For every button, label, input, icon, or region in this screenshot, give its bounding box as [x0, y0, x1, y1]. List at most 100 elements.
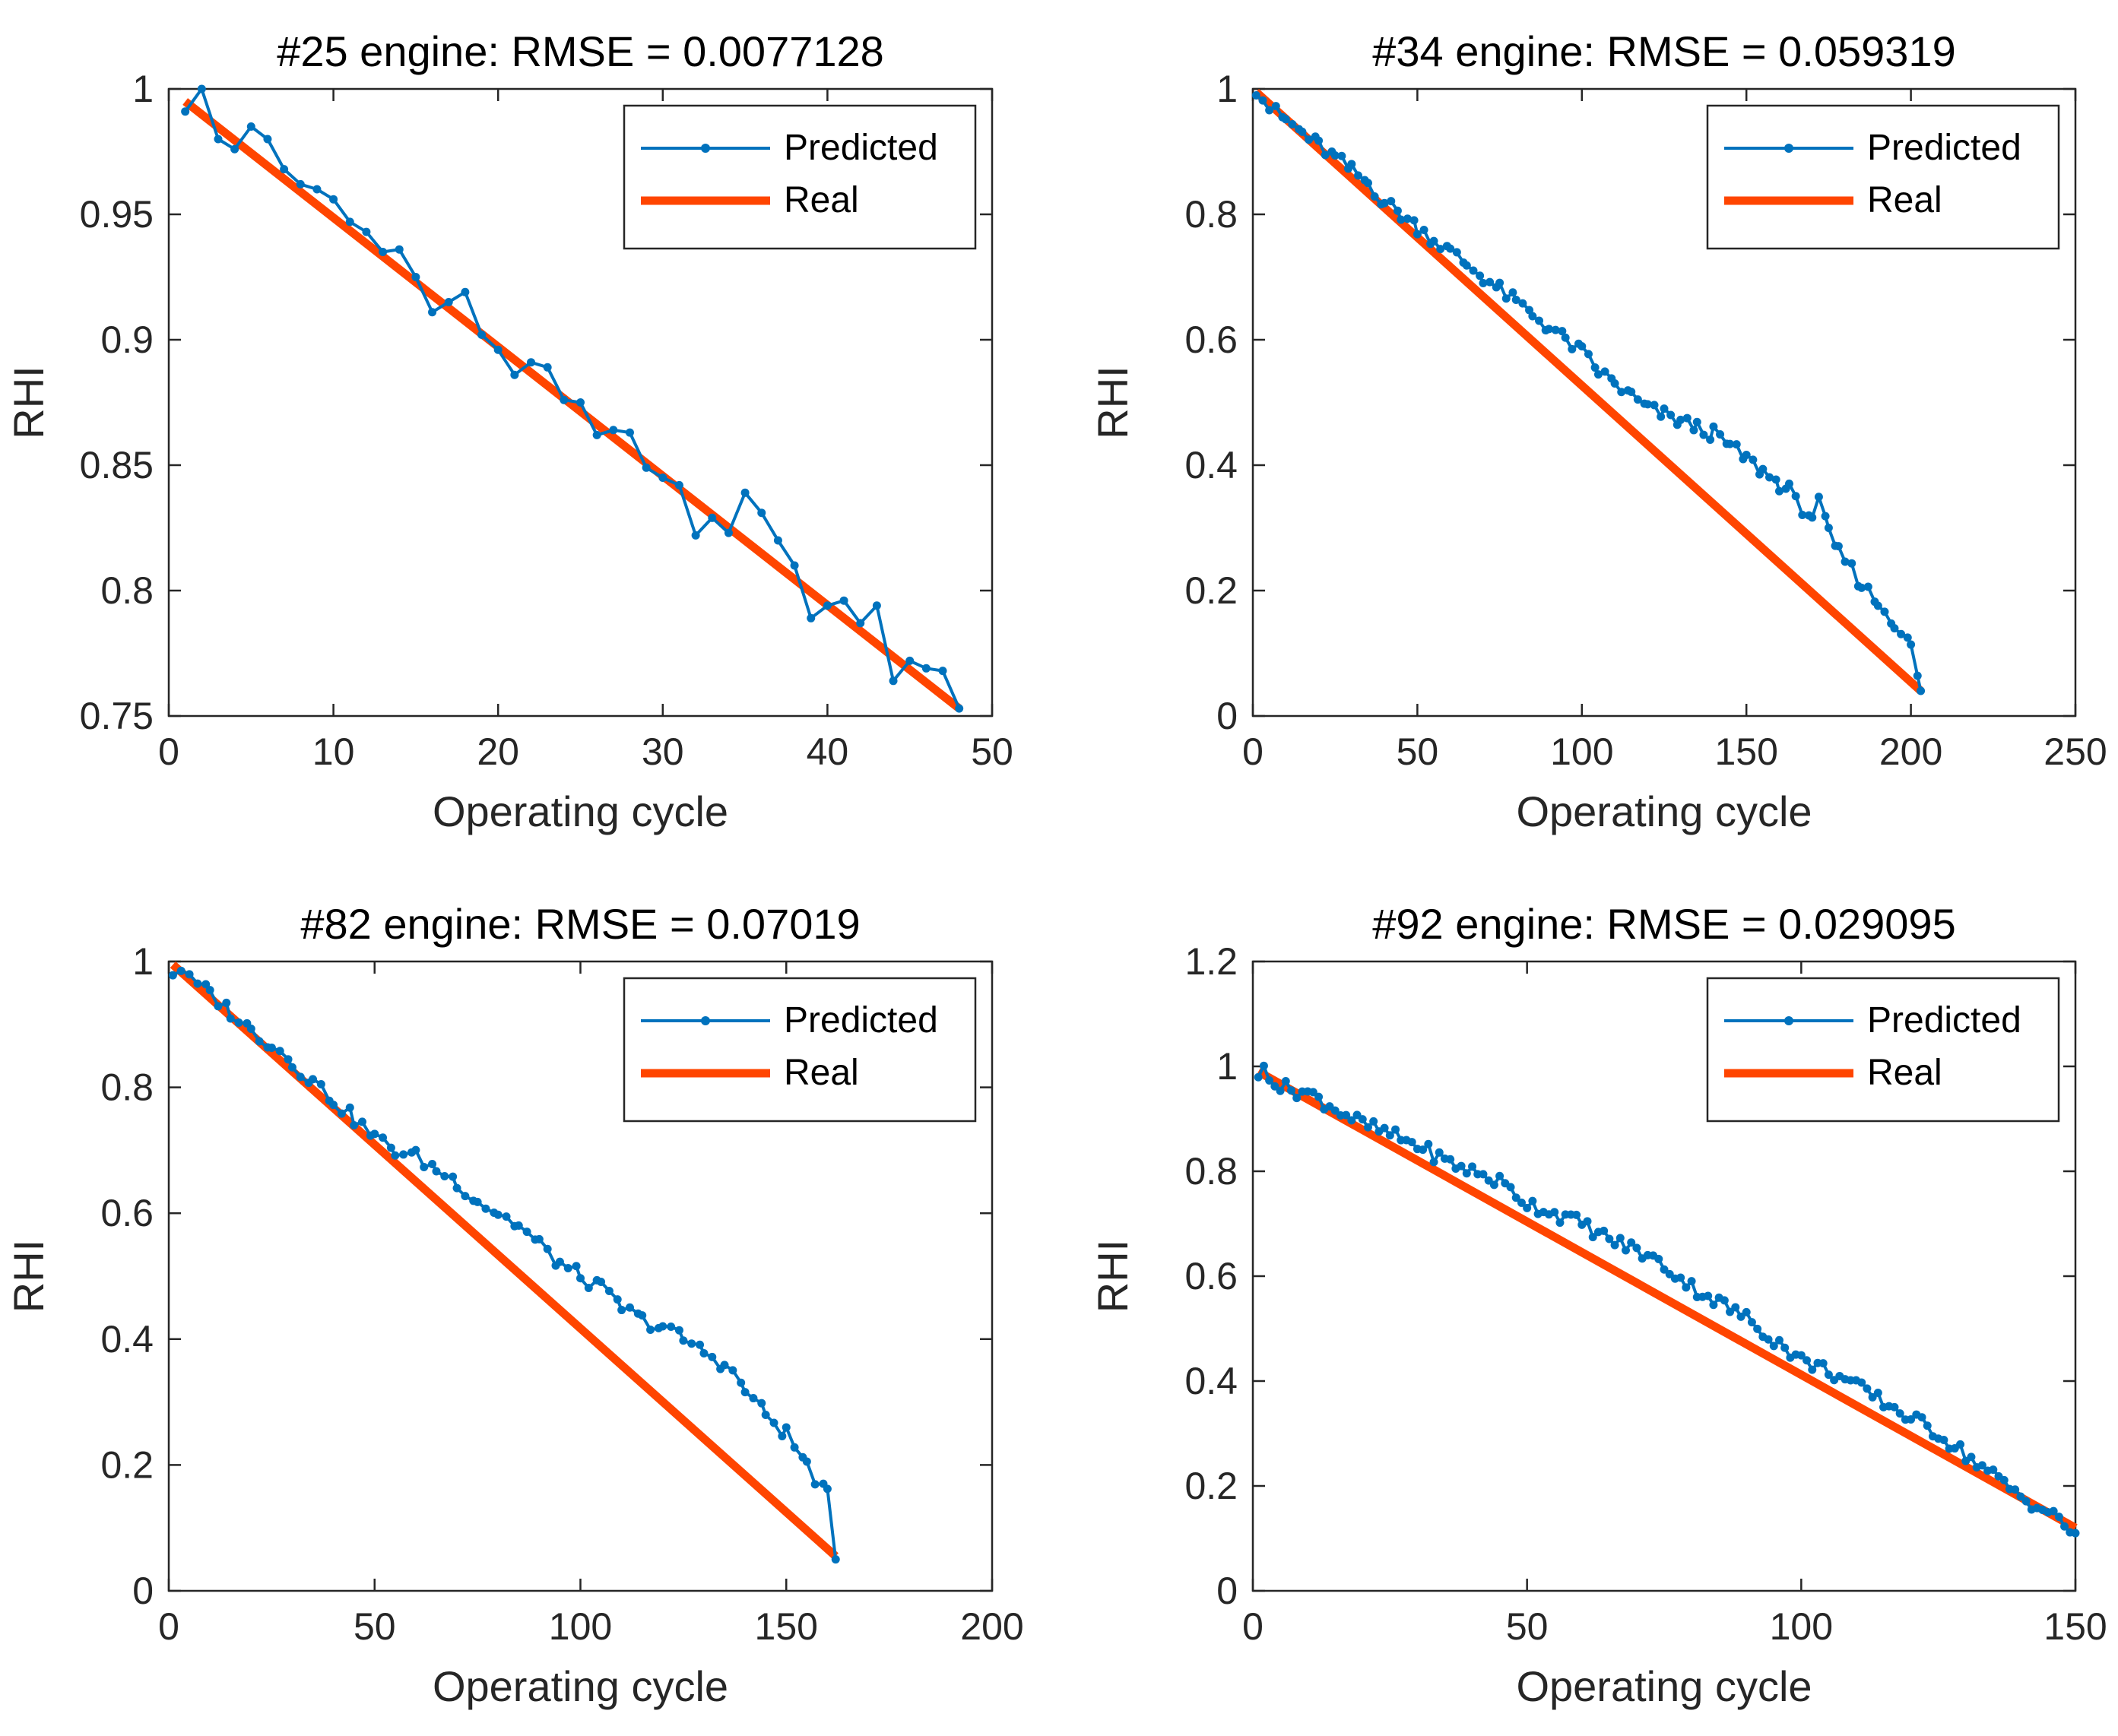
predicted-point: [176, 966, 185, 975]
predicted-point: [737, 1378, 746, 1387]
predicted-point: [1903, 633, 1912, 642]
predicted-point: [1506, 1183, 1515, 1192]
predicted-point: [1726, 439, 1735, 448]
predicted-point: [1288, 120, 1297, 129]
y-tick-label: 0.6: [1184, 318, 1238, 361]
predicted-point: [839, 596, 848, 605]
x-tick-label: 50: [1397, 730, 1439, 773]
predicted-point: [1380, 1123, 1389, 1133]
x-tick-label: 40: [807, 730, 849, 773]
predicted-point: [1419, 226, 1428, 235]
predicted-point: [345, 217, 354, 227]
predicted-point: [1435, 1148, 1444, 1157]
predicted-point: [1967, 1452, 1976, 1462]
predicted-point: [810, 1480, 820, 1489]
predicted-point: [1627, 1238, 1636, 1247]
predicted-point: [201, 980, 211, 989]
predicted-point: [358, 1117, 367, 1126]
y-tick-label: 0: [1216, 1570, 1238, 1612]
predicted-point: [1600, 1226, 1609, 1235]
y-tick-label: 0.8: [100, 569, 154, 612]
predicted-point: [1682, 413, 1692, 423]
predicted-point: [2011, 1485, 2020, 1494]
predicted-point: [1774, 486, 1783, 496]
y-tick-label: 0.6: [100, 1192, 154, 1234]
predicted-point: [905, 656, 915, 665]
legend: Predicted Real: [1706, 977, 2060, 1123]
predicted-point: [597, 1277, 606, 1286]
predicted-point: [1939, 1435, 1948, 1444]
predicted-point: [452, 1183, 461, 1193]
y-tick-label: 0.4: [100, 1318, 154, 1361]
predicted-point: [1873, 601, 1882, 610]
predicted-point: [674, 1326, 683, 1335]
predicted-point: [1281, 1077, 1290, 1086]
predicted-point: [1764, 1335, 1773, 1344]
predicted-point: [226, 1014, 235, 1023]
chart-title: #92 engine: RMSE = 0.029095: [1372, 900, 1955, 948]
predicted-point: [1495, 278, 1504, 287]
predicted-point: [740, 488, 750, 497]
predicted-point: [790, 1443, 799, 1452]
predicted-point: [214, 1002, 223, 1011]
predicted-point: [543, 363, 552, 372]
predicted-point: [1446, 1155, 1455, 1164]
predicted-point: [473, 1197, 482, 1206]
predicted-point: [1305, 135, 1314, 144]
predicted-point: [1429, 236, 1438, 246]
predicted-point: [1286, 1086, 1295, 1095]
predicted-point: [1890, 1402, 1899, 1411]
x-tick-label: 250: [2043, 730, 2107, 773]
x-tick-label: 200: [960, 1605, 1023, 1648]
predicted-point: [1353, 171, 1362, 180]
legend-predicted-marker: [1784, 1016, 1793, 1025]
legend-predicted-marker: [701, 144, 710, 153]
predicted-point: [329, 1101, 338, 1110]
predicted-point: [477, 330, 487, 339]
predicted-point: [790, 561, 799, 570]
predicted-point: [1716, 429, 1725, 439]
predicted-point: [230, 144, 239, 154]
predicted-point: [1758, 464, 1768, 474]
x-tick-label: 0: [1242, 730, 1264, 773]
predicted-point: [234, 1018, 243, 1027]
predicted-point: [1657, 412, 1666, 421]
predicted-point: [2060, 1522, 2069, 1531]
predicted-point: [576, 1274, 585, 1283]
predicted-point: [1419, 1145, 1428, 1155]
predicted-point: [1709, 1300, 1718, 1310]
predicted-point: [1873, 1388, 1882, 1397]
y-axis-label: RHI: [5, 366, 52, 439]
predicted-point: [1808, 513, 1817, 522]
predicted-point: [1769, 1342, 1778, 1351]
y-tick-label: 1: [1216, 1045, 1238, 1088]
predicted-point: [1808, 1365, 1817, 1374]
legend-real-label: Real: [784, 1053, 859, 1093]
predicted-point: [1523, 1203, 1532, 1212]
predicted-point: [1485, 277, 1495, 287]
predicted-point: [1821, 512, 1830, 521]
y-axis-label: RHI: [5, 1240, 52, 1313]
predicted-point: [1627, 388, 1636, 397]
x-tick-label: 50: [354, 1605, 396, 1648]
predicted-point: [1281, 115, 1290, 124]
predicted-point: [2016, 1492, 2025, 1501]
predicted-point: [1798, 511, 1807, 520]
predicted-point: [1907, 640, 1916, 649]
predicted-point: [411, 1145, 420, 1155]
predicted-point: [1387, 197, 1396, 206]
predicted-point: [1857, 583, 1866, 592]
predicted-point: [2049, 1506, 2058, 1516]
predicted-point: [222, 998, 231, 1007]
predicted-point: [1265, 1075, 1274, 1085]
predicted-point: [1308, 1088, 1317, 1097]
predicted-point: [411, 273, 420, 281]
predicted-point: [312, 185, 322, 194]
x-tick-label: 150: [755, 1605, 818, 1648]
predicted-point: [1550, 1208, 1559, 1217]
predicted-point: [284, 1055, 293, 1064]
legend-real-label: Real: [1867, 180, 1942, 220]
predicted-point: [1363, 179, 1372, 188]
predicted-point: [1999, 1475, 2009, 1484]
